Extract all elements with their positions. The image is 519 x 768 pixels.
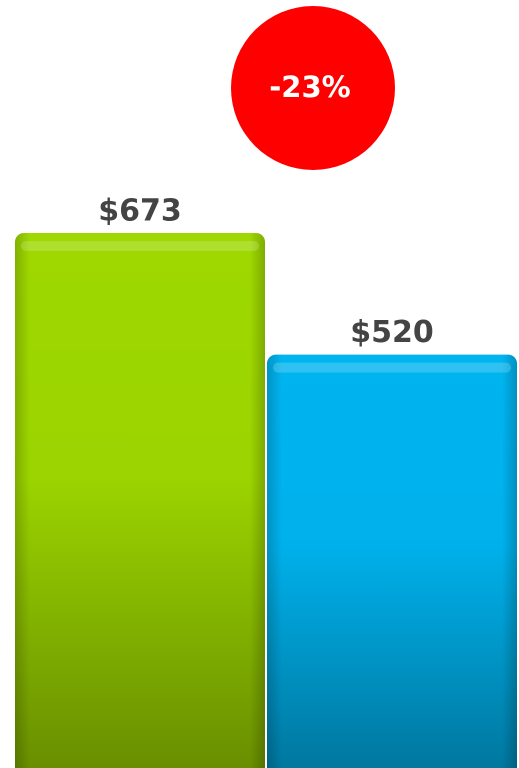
value-label: $673 bbox=[98, 194, 182, 229]
bar-shade bbox=[267, 354, 517, 768]
value-label: $520 bbox=[350, 315, 434, 350]
bar-highlight bbox=[21, 241, 259, 251]
bar-highlight bbox=[273, 362, 511, 373]
bar-shade bbox=[15, 233, 265, 768]
annotation-badge bbox=[231, 6, 395, 170]
annotation-text: -23% bbox=[269, 70, 350, 104]
